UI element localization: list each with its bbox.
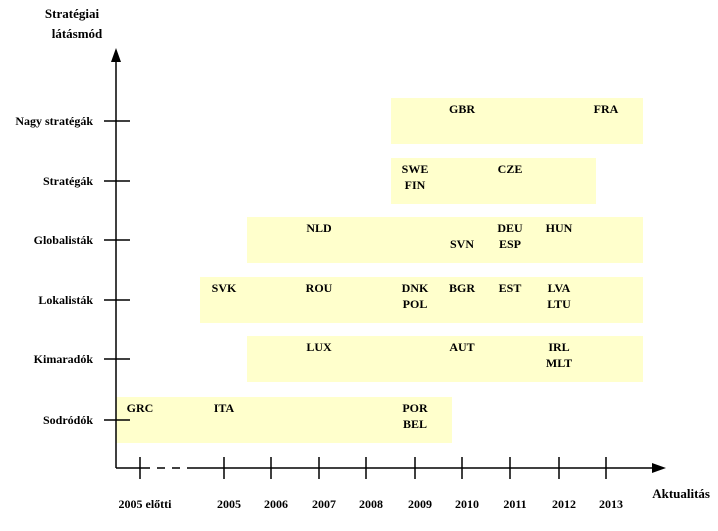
country-ita: ITA: [214, 401, 235, 415]
row-label-lokalistak: Lokalisták: [38, 293, 93, 307]
x-label-2012: 2012: [552, 497, 576, 511]
bands-layer: [116, 98, 643, 443]
axes-layer: [111, 48, 666, 473]
band-nagy-strategak: [391, 98, 643, 144]
labels-layer: Stratégiai látásmód Aktualitás: [45, 6, 710, 501]
ticks-layer: [104, 120, 607, 479]
country-por: POR: [402, 401, 428, 415]
x-label-2009: 2009: [408, 497, 432, 511]
x-axis-title: Aktualitás: [652, 486, 710, 501]
country-est: EST: [499, 281, 522, 295]
band-sodrodok: [116, 397, 452, 443]
country-aut: AUT: [449, 340, 474, 354]
row-labels-layer: Nagy stratégák Stratégák Globalisták Lokali…: [15, 114, 93, 427]
country-fra: FRA: [594, 102, 619, 116]
country-bgr: BGR: [449, 281, 475, 295]
country-cze: CZE: [498, 162, 523, 176]
country-swe: SWE: [402, 162, 429, 176]
country-nld: NLD: [306, 221, 332, 235]
row-label-strategak: Stratégák: [43, 174, 93, 188]
band-lokalistak: [200, 277, 643, 323]
x-label-2013: 2013: [599, 497, 623, 511]
country-fin: FIN: [405, 178, 426, 192]
country-gbr: GBR: [449, 102, 475, 116]
x-label-2008: 2008: [359, 497, 383, 511]
country-mlt: MLT: [546, 356, 572, 370]
row-label-globalistak: Globalisták: [34, 233, 94, 247]
x-labels-layer: 2005 előtti 2005 2006 2007 2008 2009 2010 2011 2…: [119, 497, 624, 511]
country-svk: SVK: [212, 281, 237, 295]
country-dnk: DNK: [402, 281, 429, 295]
x-label-2007: 2007: [312, 497, 336, 511]
country-ltu: LTU: [547, 297, 571, 311]
band-globalistak: [247, 217, 643, 263]
x-label-2010: 2010: [455, 497, 479, 511]
country-bel: BEL: [403, 417, 427, 431]
country-hun: HUN: [546, 221, 573, 235]
countries-layer: GBR FRA SWE FIN CZE NLD SVN DEU ESP HUN SVK ROU DNK P…: [127, 102, 619, 431]
country-irl: IRL: [548, 340, 569, 354]
band-strategak: [391, 158, 596, 204]
y-axis-title-line-2: látásmód: [52, 26, 103, 41]
x-label-2006: 2006: [264, 497, 288, 511]
row-label-kimaradok: Kimaradók: [34, 352, 94, 366]
x-label-2011: 2011: [503, 497, 526, 511]
band-kimaradok: [247, 336, 643, 382]
country-lux: LUX: [306, 340, 332, 354]
row-label-nagy-strategak: Nagy stratégák: [15, 114, 93, 128]
x-axis-arrowhead: [652, 463, 666, 473]
country-pol: POL: [403, 297, 428, 311]
country-rou: ROU: [306, 281, 333, 295]
country-deu: DEU: [497, 221, 523, 235]
country-lva: LVA: [548, 281, 571, 295]
y-axis-arrowhead: [111, 48, 121, 62]
country-svn: SVN: [450, 237, 474, 251]
x-label-2005: 2005: [217, 497, 241, 511]
row-label-sodrodok: Sodródók: [43, 413, 93, 427]
country-esp: ESP: [499, 237, 521, 251]
x-label-2005-elotti: 2005 előtti: [119, 497, 173, 511]
y-axis-title-line-1: Stratégiai: [45, 6, 100, 21]
country-grc: GRC: [127, 401, 154, 415]
